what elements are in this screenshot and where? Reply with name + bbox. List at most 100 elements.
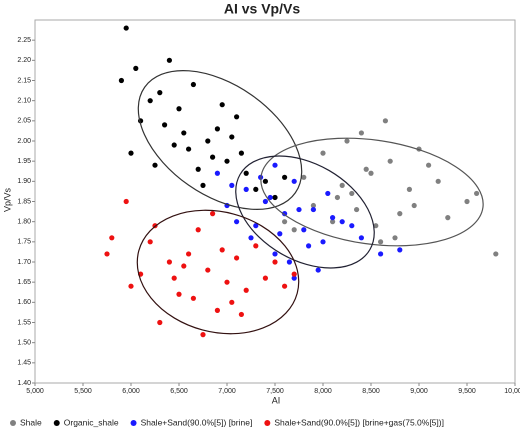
point bbox=[219, 247, 225, 253]
point bbox=[262, 178, 268, 184]
point bbox=[229, 134, 235, 140]
point bbox=[282, 174, 288, 180]
point bbox=[277, 231, 283, 237]
point bbox=[224, 158, 230, 164]
ellipse bbox=[260, 137, 484, 247]
point bbox=[186, 251, 192, 257]
point bbox=[282, 283, 288, 289]
y-tick-label: 1.45 bbox=[17, 360, 31, 367]
point bbox=[234, 255, 240, 261]
y-tick-label: 1.80 bbox=[17, 219, 31, 226]
point bbox=[320, 150, 326, 156]
point bbox=[267, 194, 273, 201]
y-tick-label: 1.50 bbox=[17, 340, 31, 347]
point bbox=[123, 25, 129, 31]
point bbox=[315, 267, 321, 273]
x-axis-label: AI bbox=[272, 395, 281, 405]
legend-swatch bbox=[10, 420, 16, 426]
y-tick-label: 2.15 bbox=[17, 77, 31, 84]
point bbox=[200, 332, 206, 338]
y-tick-label: 2.25 bbox=[17, 37, 31, 44]
point bbox=[406, 186, 412, 192]
point bbox=[152, 162, 158, 168]
point bbox=[238, 311, 244, 318]
y-tick-label: 1.55 bbox=[17, 319, 31, 326]
x-tick-label: 5,500 bbox=[74, 388, 92, 395]
point bbox=[397, 247, 403, 253]
point bbox=[411, 202, 417, 209]
y-tick-label: 1.90 bbox=[17, 178, 31, 185]
point bbox=[445, 215, 451, 221]
point bbox=[354, 206, 360, 213]
point bbox=[272, 259, 278, 265]
x-tick-label: 8,500 bbox=[362, 388, 380, 395]
point bbox=[210, 154, 216, 160]
point bbox=[262, 198, 268, 205]
point bbox=[214, 307, 220, 313]
point bbox=[229, 299, 235, 305]
point bbox=[166, 259, 172, 265]
point bbox=[205, 267, 211, 273]
point bbox=[123, 198, 129, 205]
point bbox=[349, 223, 355, 229]
point bbox=[171, 275, 177, 281]
point bbox=[435, 178, 441, 184]
point bbox=[344, 138, 350, 144]
point bbox=[238, 150, 244, 156]
point bbox=[306, 243, 312, 249]
ellipses bbox=[136, 70, 484, 335]
point bbox=[210, 211, 216, 217]
point bbox=[291, 271, 297, 277]
point bbox=[301, 227, 307, 233]
point bbox=[320, 239, 326, 245]
point bbox=[181, 263, 187, 269]
point bbox=[330, 215, 336, 221]
point bbox=[262, 275, 268, 281]
point bbox=[253, 186, 259, 192]
point bbox=[392, 235, 398, 241]
legend-swatch bbox=[130, 420, 137, 426]
point bbox=[426, 162, 432, 168]
legend: Shale Organic_shale Shale+Sand(90.0%[5]) [… bbox=[10, 417, 444, 427]
y-tick-label: 1.85 bbox=[17, 198, 31, 205]
point bbox=[330, 219, 336, 225]
point bbox=[363, 166, 369, 172]
legend-label: Shale+Sand(90.0%[5]) [brine+gas(75.0%[5]… bbox=[274, 417, 444, 427]
x-tick-label: 9,000 bbox=[410, 388, 428, 395]
y-tick-label: 1.70 bbox=[17, 259, 31, 266]
point bbox=[243, 287, 249, 293]
point bbox=[253, 243, 259, 249]
point bbox=[133, 65, 139, 71]
points bbox=[104, 25, 499, 338]
point bbox=[195, 227, 201, 233]
point bbox=[147, 98, 153, 104]
y-tick-label: 1.95 bbox=[17, 158, 31, 165]
point bbox=[382, 118, 388, 124]
point bbox=[339, 219, 345, 225]
point bbox=[214, 126, 220, 132]
point bbox=[166, 57, 172, 63]
y-tick-label: 1.40 bbox=[17, 380, 31, 387]
point bbox=[229, 182, 235, 188]
point bbox=[118, 77, 124, 84]
point bbox=[234, 114, 240, 120]
point bbox=[272, 251, 278, 257]
point bbox=[181, 130, 187, 136]
point bbox=[368, 170, 374, 176]
point bbox=[474, 190, 480, 197]
x-tick-label: 5,000 bbox=[26, 388, 44, 395]
point bbox=[128, 150, 134, 156]
ellipse bbox=[136, 209, 300, 335]
x-tick-label: 8,000 bbox=[314, 388, 332, 395]
point bbox=[157, 90, 163, 96]
point bbox=[349, 190, 355, 197]
point bbox=[325, 190, 331, 197]
legend-label: Organic_shale bbox=[64, 417, 119, 427]
point bbox=[291, 227, 297, 233]
point bbox=[272, 162, 278, 168]
point bbox=[190, 295, 196, 301]
point bbox=[205, 138, 211, 144]
point bbox=[224, 279, 230, 285]
point bbox=[397, 211, 403, 217]
